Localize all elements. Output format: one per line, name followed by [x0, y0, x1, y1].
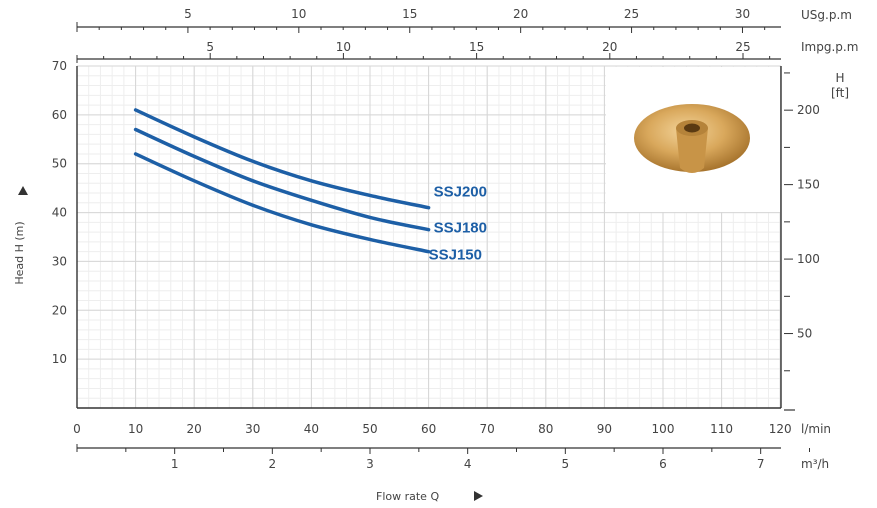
ft-unit-label-ft: [ft]	[831, 86, 849, 100]
series-label-ssj180: SSJ180	[434, 220, 487, 237]
impgpm-tick-label: 25	[735, 40, 750, 54]
impeller-image	[606, 67, 780, 212]
x-unit-label: l/min	[801, 422, 831, 436]
series-line-ssj200	[133, 108, 431, 210]
ft-unit-label-h: H	[835, 71, 844, 85]
x-tick-label: 20	[187, 422, 202, 436]
y-tick-label: 20	[52, 303, 67, 317]
x-tick-label: 60	[421, 422, 436, 436]
x-tick-label: 10	[128, 422, 143, 436]
m3h-tick-label: 6	[659, 457, 667, 471]
x-tick-label: 40	[304, 422, 319, 436]
impeller-bore	[684, 123, 700, 133]
series-line-ssj150	[133, 152, 431, 254]
usgpm-tick-label: 20	[513, 7, 528, 21]
ft-tick-label: 50	[797, 327, 812, 341]
y-axis-title: Head H (m)	[13, 221, 26, 284]
impgpm-tick-label: 5	[206, 40, 214, 54]
impgpm-tick-label: 15	[469, 40, 484, 54]
brass-impeller-icon	[634, 104, 750, 173]
m3h-tick-label: 1	[171, 457, 179, 471]
x-axis-arrow-icon	[474, 491, 483, 501]
y-tick-label: 30	[52, 254, 67, 268]
y-tick-label: 40	[52, 206, 67, 220]
y-tick-label: 60	[52, 108, 67, 122]
m3h-tick-label: 7	[757, 457, 765, 471]
ft-tick-label: 200	[797, 103, 820, 117]
m3h-tick-label: 2	[269, 457, 277, 471]
y-tick-label: 50	[52, 157, 67, 171]
usgpm-tick-label: 25	[624, 7, 639, 21]
usgpm-tick-label: 10	[291, 7, 306, 21]
x-axis-title: Flow rate Q	[376, 490, 439, 503]
y-tick-label: 10	[52, 352, 67, 366]
series-label-ssj150: SSJ150	[429, 247, 482, 264]
series-label-ssj200: SSJ200	[434, 184, 487, 201]
x-tick-label: 70	[480, 422, 495, 436]
x-tick-label: 100	[652, 422, 675, 436]
usgpm-tick-label: 30	[735, 7, 750, 21]
y-axis-arrow-icon	[18, 186, 28, 195]
m3h-tick-label: 5	[562, 457, 570, 471]
ft-tick-label: 100	[797, 252, 820, 266]
x-tick-label: 110	[710, 422, 733, 436]
impeller-hub	[676, 128, 708, 173]
ft-tick-label: 150	[797, 178, 820, 192]
series-line-ssj180	[133, 127, 431, 232]
impgpm-unit-label: Impg.p.m	[801, 40, 858, 54]
x-tick-label: 0	[73, 422, 81, 436]
m3h-tick-label: 3	[366, 457, 374, 471]
usgpm-tick-label: 5	[184, 7, 192, 21]
m3h-tick-label: 4	[464, 457, 472, 471]
m3h-unit-label: m³/h	[801, 457, 829, 471]
x-tick-label: 120	[769, 422, 792, 436]
y-tick-label: 70	[52, 59, 67, 73]
x-tick-label: 30	[245, 422, 260, 436]
usgpm-unit-label: USg.p.m	[801, 8, 852, 22]
axes	[76, 22, 810, 454]
x-tick-label: 80	[538, 422, 553, 436]
impgpm-tick-label: 20	[602, 40, 617, 54]
impgpm-tick-label: 10	[336, 40, 351, 54]
usgpm-tick-label: 15	[402, 7, 417, 21]
x-tick-label: 90	[597, 422, 612, 436]
series	[133, 108, 431, 254]
x-tick-label: 50	[362, 422, 377, 436]
